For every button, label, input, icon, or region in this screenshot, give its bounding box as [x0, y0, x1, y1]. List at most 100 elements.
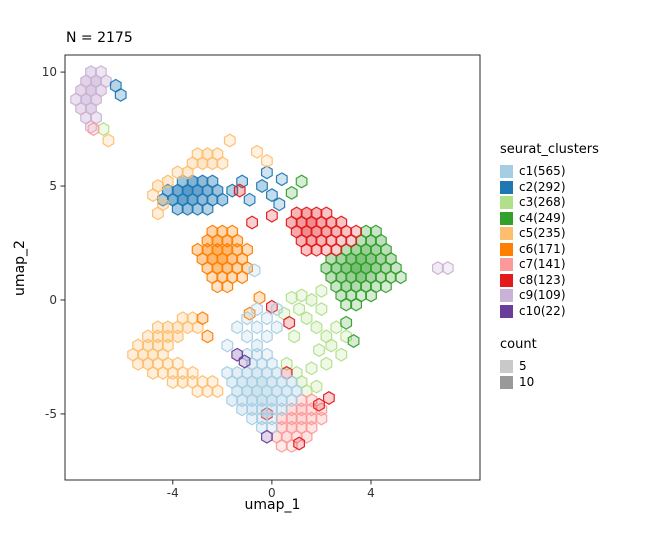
hex-bin	[313, 343, 325, 358]
hex-bin	[246, 215, 258, 230]
hex-bin	[243, 192, 256, 207]
count-label: 5	[519, 359, 527, 373]
hex-bin	[275, 438, 288, 453]
legend-item: c10(22)	[500, 304, 645, 320]
hex-bin	[248, 263, 261, 278]
hex-bin	[285, 290, 298, 305]
legend-item: c6(171)	[500, 242, 645, 258]
cluster-label: c9(109)	[519, 288, 566, 302]
hex-bin	[181, 320, 194, 335]
hex-bin	[283, 315, 296, 330]
hex-bin	[176, 374, 189, 389]
hex-bin	[261, 165, 273, 180]
count-label: 10	[519, 374, 535, 389]
hex-bin	[330, 242, 343, 257]
cluster-label: c2(292)	[519, 179, 566, 194]
cluster-swatch	[500, 211, 513, 225]
hex-bin	[246, 411, 258, 426]
hex-bin	[236, 270, 248, 285]
hex-bin	[201, 329, 214, 344]
hex-bin	[335, 347, 348, 362]
hex-bin	[340, 297, 353, 312]
hex-bin	[305, 361, 318, 376]
legend: seurat_clusters c1(565) c2(292) c3(268) c4(…	[500, 142, 645, 390]
hex-bin	[191, 384, 204, 399]
cluster-label: c6(171)	[519, 241, 566, 256]
x-axis-label: umap_1	[244, 497, 301, 513]
hex-bin	[233, 183, 246, 198]
hex-bin	[320, 242, 333, 257]
hex-bin	[340, 315, 353, 330]
hex-bin	[191, 201, 204, 216]
hex-bin	[261, 154, 273, 169]
legend-item: 10	[500, 375, 645, 391]
hex-bin	[226, 393, 239, 408]
hex-bin	[380, 279, 392, 294]
legend-item: c3(268)	[500, 195, 645, 211]
cluster-swatch	[500, 304, 513, 318]
hex-bin	[325, 338, 338, 353]
hex-bin	[97, 122, 110, 137]
hex-bin	[275, 172, 288, 187]
legend-item: c5(235)	[500, 226, 645, 242]
hex-bin	[350, 297, 362, 312]
hex-bin	[201, 201, 214, 216]
hex-bin	[196, 311, 209, 326]
legend-item: 5	[500, 359, 645, 375]
cluster-swatch	[500, 273, 513, 287]
hex-bin	[211, 279, 224, 294]
hex-bin	[251, 144, 263, 159]
hex-bin	[251, 338, 263, 353]
cluster-label: c7(141)	[519, 257, 566, 271]
hex-bin	[231, 233, 244, 248]
hexbin-layer	[70, 65, 454, 453]
plot-title: N = 2175	[66, 30, 133, 46]
hex-bin	[147, 188, 159, 203]
hex-bin	[241, 329, 253, 344]
count-swatch	[500, 375, 513, 389]
cluster-label: c1(565)	[519, 164, 566, 178]
hex-bin	[345, 233, 358, 248]
hex-bin	[295, 174, 308, 189]
panel-border	[64, 54, 481, 481]
hex-bin	[266, 208, 278, 223]
legend-item: c9(109)	[500, 288, 645, 304]
hex-bin	[266, 188, 278, 203]
hex-bin	[181, 201, 194, 216]
x-tick-label: -4	[167, 486, 179, 500]
hex-bin	[323, 391, 335, 406]
y-tick-label: -5	[45, 407, 57, 421]
cluster-swatch	[500, 196, 513, 210]
hex-bin	[315, 302, 328, 317]
hex-bin	[300, 311, 313, 326]
hex-bin	[441, 261, 454, 276]
hex-bin	[315, 411, 328, 426]
hex-bin	[330, 320, 343, 335]
cluster-label: c3(268)	[519, 195, 566, 209]
hex-bin	[394, 270, 407, 285]
hex-bin	[181, 165, 194, 180]
y-tick-label: 5	[49, 179, 57, 193]
hex-bin	[266, 411, 278, 426]
hex-bin	[365, 288, 377, 303]
hex-bin	[270, 302, 283, 317]
hex-bin	[320, 356, 333, 371]
hex-bin	[206, 156, 219, 171]
axis-ticks: -4 0 4 10 5 0 -5	[42, 65, 375, 500]
hex-bin	[231, 320, 244, 335]
hex-bin	[132, 356, 144, 371]
hex-bin	[300, 242, 313, 257]
hex-bin	[280, 356, 293, 371]
hex-bin	[310, 379, 323, 394]
hex-bin	[201, 384, 214, 399]
hex-bin	[161, 174, 174, 189]
hex-bin	[273, 197, 286, 212]
x-tick-label: 0	[268, 486, 276, 500]
cluster-swatch	[500, 242, 513, 256]
hex-bin	[293, 436, 305, 451]
hex-bin	[251, 320, 263, 335]
count-swatch	[500, 360, 513, 374]
hex-bin	[261, 311, 273, 326]
legend-item: c8(123)	[500, 273, 645, 289]
